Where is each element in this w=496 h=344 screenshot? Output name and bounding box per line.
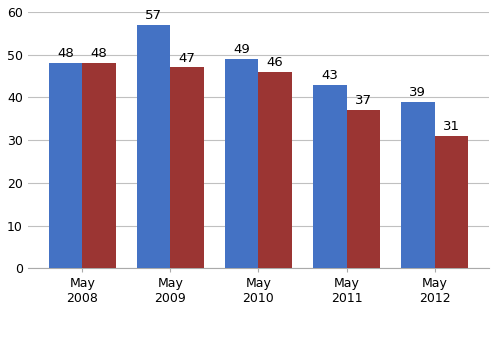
Bar bbox=[137, 25, 170, 268]
Bar bbox=[225, 59, 258, 268]
Bar bbox=[258, 72, 292, 268]
Text: 31: 31 bbox=[443, 120, 460, 133]
Bar bbox=[49, 63, 82, 268]
Text: 39: 39 bbox=[409, 86, 427, 99]
Bar bbox=[401, 102, 434, 268]
Text: 43: 43 bbox=[321, 68, 338, 82]
Bar bbox=[347, 110, 380, 268]
Bar bbox=[434, 136, 468, 268]
Text: 47: 47 bbox=[179, 52, 195, 65]
Text: 48: 48 bbox=[57, 47, 74, 60]
Bar bbox=[313, 85, 347, 268]
Text: 46: 46 bbox=[267, 56, 284, 69]
Text: 57: 57 bbox=[145, 9, 162, 22]
Bar bbox=[170, 67, 204, 268]
Text: 49: 49 bbox=[233, 43, 250, 56]
Bar bbox=[82, 63, 116, 268]
Text: 37: 37 bbox=[355, 94, 372, 107]
Text: 48: 48 bbox=[91, 47, 107, 60]
